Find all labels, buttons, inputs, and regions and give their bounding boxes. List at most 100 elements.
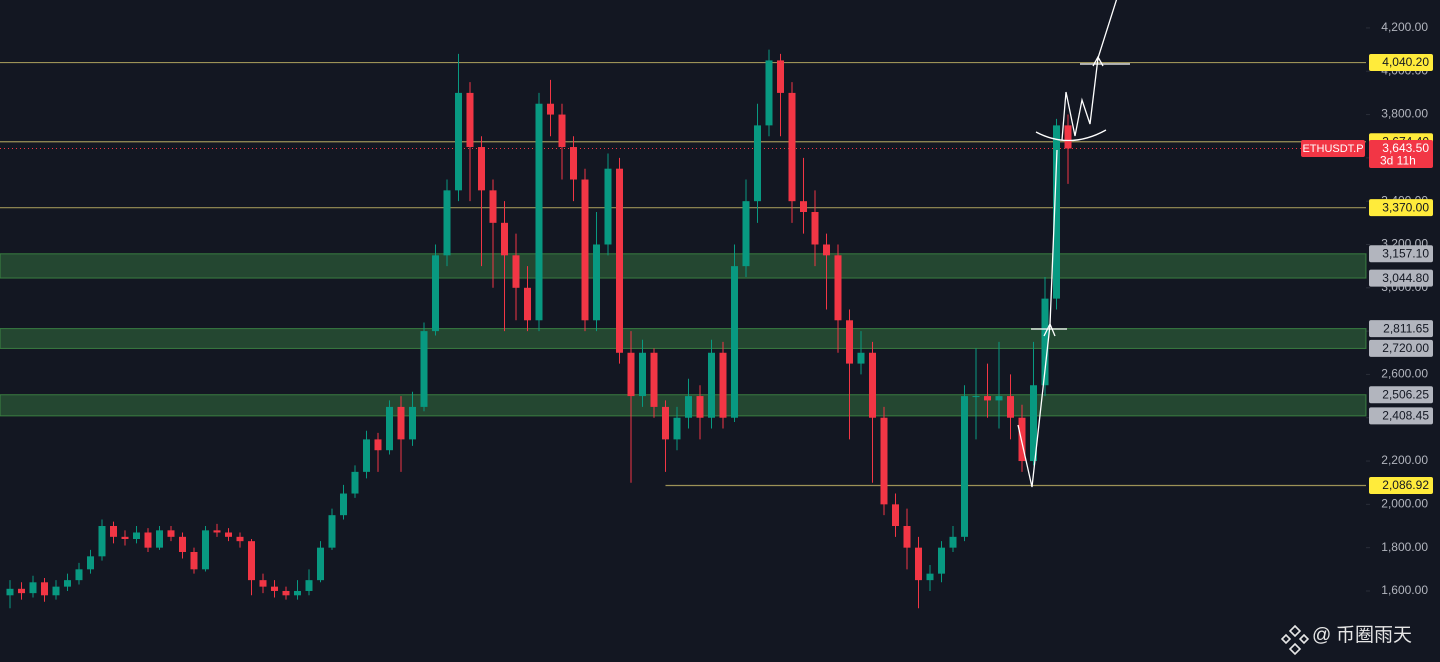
candle-body [708, 352, 715, 418]
candle-body [29, 582, 37, 594]
zone [0, 328, 1367, 349]
candle-body [386, 406, 393, 451]
candle-body [121, 536, 129, 539]
candle-body [190, 551, 198, 570]
y-tick-label: 1,800.00 [1381, 540, 1428, 554]
candle-body [984, 396, 991, 401]
candle-body [41, 582, 48, 596]
candle-body [75, 569, 83, 581]
drawn-arrow [1092, 55, 1104, 67]
candle-body [995, 396, 1003, 401]
candle-body [489, 190, 497, 223]
candle-body [800, 201, 807, 213]
candle-body [167, 530, 175, 537]
candle-body [754, 125, 761, 202]
logo [1280, 624, 1310, 656]
zone [0, 253, 1367, 279]
candle-body [98, 526, 106, 557]
candle-body [351, 471, 359, 494]
candle-body [627, 352, 635, 397]
candle-body [892, 504, 899, 527]
candle-body [409, 406, 416, 440]
price-tag [1369, 320, 1433, 338]
candle-body [581, 179, 589, 321]
y-tick-label: 2,000.00 [1381, 497, 1428, 511]
candle-body [673, 417, 681, 440]
price-tag-label: 2,720.00 [1382, 341, 1429, 355]
candle-body [110, 526, 117, 537]
candle-body [225, 532, 232, 537]
zone [0, 394, 1367, 417]
current-price-tag [1369, 139, 1433, 168]
symbol-tag [1301, 139, 1365, 157]
candle-body [1041, 298, 1049, 386]
candle-body [64, 580, 71, 587]
candle-body [857, 352, 865, 364]
countdown: 3d 11h [1380, 154, 1416, 168]
price-tag [1369, 386, 1433, 404]
candle-body [777, 60, 784, 93]
candle-body [52, 586, 60, 596]
symbol-label: ETHUSDT.P [1302, 143, 1363, 155]
candle-body [317, 547, 324, 581]
price-tag [1369, 477, 1433, 495]
candle-body [880, 417, 888, 505]
candle-body [949, 536, 957, 548]
drawn-zigzag [1061, 0, 1118, 141]
candle-body [823, 244, 830, 256]
price-tag-label: 2,086.92 [1382, 478, 1429, 492]
candle-body [397, 406, 405, 440]
candle-body [926, 573, 934, 581]
candle-body [282, 590, 290, 596]
candle-body [1007, 396, 1014, 418]
price-tag-label: 4,040.20 [1382, 55, 1429, 69]
candle-body [535, 103, 543, 321]
candle-body [144, 532, 152, 548]
candle-body [133, 532, 140, 539]
candle-body [328, 515, 336, 548]
candle-body [604, 168, 612, 245]
watermark-at: @ [1312, 625, 1331, 646]
price-tag [1369, 269, 1433, 287]
candle-body [834, 255, 842, 321]
candle-body [248, 541, 255, 581]
drawn-path [1017, 149, 1058, 488]
y-tick-label: 4,200.00 [1381, 20, 1428, 34]
candle-body [1030, 385, 1037, 462]
plot-layer [0, 27, 1370, 609]
candle-body [87, 556, 94, 570]
price-tag [1369, 339, 1433, 357]
candle-body [420, 331, 428, 407]
candle-body [788, 92, 796, 202]
drawn-arrow [1043, 322, 1056, 337]
current-price-label: 3,643.50 [1382, 141, 1429, 155]
watermark: @ 币圈雨天 [1280, 624, 1412, 656]
watermark-name: 币圈雨天 [1336, 624, 1412, 646]
candle-body [294, 590, 301, 596]
price-tag-label: 2,506.25 [1382, 387, 1429, 401]
candle-body [742, 201, 750, 267]
candle-body [650, 352, 658, 407]
candle-body [478, 147, 485, 191]
y-tick-label: 2,600.00 [1381, 367, 1428, 381]
candle-body [869, 352, 876, 418]
axis-layer: 1,600.001,800.002,000.002,200.002,400.00… [1301, 20, 1433, 597]
candle-body [340, 493, 347, 516]
candle-body [903, 526, 911, 548]
candle-body [846, 320, 853, 364]
candle-body [202, 530, 209, 570]
candle-body [765, 60, 773, 126]
price-tag [1369, 199, 1433, 217]
candle-body [915, 547, 922, 581]
candle-body [179, 536, 186, 552]
price-tag-label: 2,811.65 [1383, 321, 1429, 335]
candle-body [259, 580, 267, 587]
candle-body [696, 396, 704, 418]
candle-body [455, 92, 462, 191]
y-tick-label: 3,800.00 [1381, 107, 1428, 121]
price-tag-label: 3,370.00 [1382, 200, 1429, 214]
candle-body [938, 547, 945, 574]
candle-body [811, 212, 819, 245]
candle-body [6, 588, 14, 596]
